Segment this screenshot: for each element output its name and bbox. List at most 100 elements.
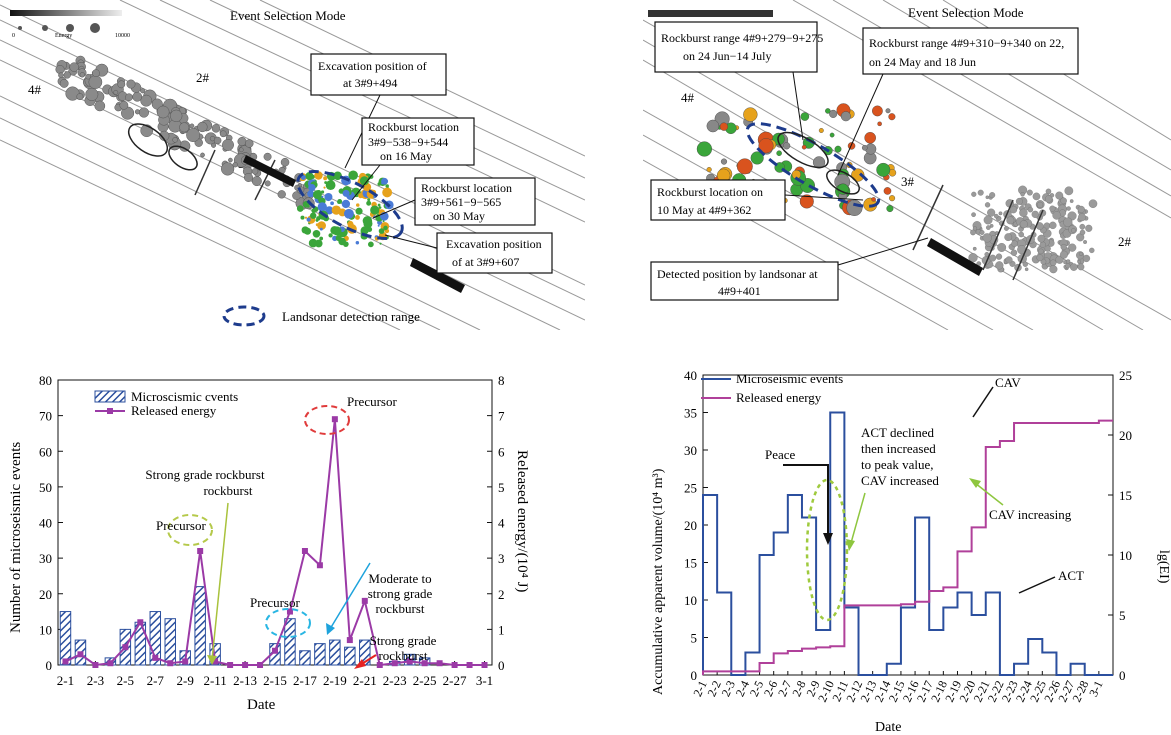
landsonar-legend: Landsonar detection range [222,305,420,327]
event-dot [355,215,360,220]
energy-line [62,416,488,668]
event-dot [314,171,323,180]
legend-cav-label: Released energy [736,390,822,405]
event-bar [149,611,162,666]
event-dot [211,124,221,133]
event-dot [1065,263,1071,269]
excavation-arrow [243,155,296,187]
tunnel-lines [0,0,585,330]
y-right-tick-label: 2 [498,587,505,602]
y-tick-label: 70 [39,409,52,424]
event-dot [1026,189,1033,196]
svg-text:on 30 May: on 30 May [433,209,485,223]
event-dot [1079,229,1086,236]
y-tick-label: 80 [39,373,52,388]
event-dot [85,87,99,101]
event-dot [375,210,379,214]
event-cluster-outline [127,123,169,157]
event-dot [228,157,233,163]
event-dot [1015,197,1023,205]
callout-landsonar-401: Detected position by landsonar at 4#9+40… [650,237,929,301]
event-bar [164,618,176,666]
y-tick-label: 35 [684,406,697,421]
event-dot [132,91,143,102]
event-dot [1055,191,1064,200]
y-right-tick-label: 7 [498,409,505,424]
event-dot [1038,248,1044,255]
annotations: CAV Peace ACT declined then increased to… [765,375,1084,622]
event-dot [179,122,190,133]
event-dot [888,113,896,121]
event-dot [306,217,311,222]
tunnel-3d-panel-left: Energy 0 10000 Event Selection Mode 4# 2… [0,0,585,330]
x-tick-label: 2-15 [263,673,287,688]
rockburst-outline [826,169,860,195]
callout-rockburst-30may: Rockburst location 3#9+561−9−565 on 30 M… [372,177,536,226]
y-right-tick-label: 25 [1119,368,1132,383]
x-tick-label: 3-1 [1086,678,1105,698]
svg-text:at 3#9+494: at 3#9+494 [343,76,397,90]
x-tick-label: 2-17 [293,673,317,688]
event-dot [338,188,345,194]
y-right-tick-label: 0 [498,658,505,673]
event-dot [305,172,314,181]
energy-point [62,658,69,665]
event-dot [119,100,129,110]
event-dot [305,181,309,184]
x-tick-label: 2-3 [87,673,104,688]
event-dot [1049,221,1057,230]
event-dot [1019,220,1028,229]
svg-text:Excavation position: Excavation position [446,237,542,251]
tunnel-section-line [912,184,944,251]
callout-rockburst-range-may: Rockburst range 4#9+310−9+340 on 22, on … [837,27,1079,176]
event-dot [382,187,393,198]
event-dot [1055,255,1064,264]
event-dot [1088,199,1098,208]
event-dot [280,157,290,167]
svg-text:then increased: then increased [861,441,936,456]
y-tick-label: 0 [46,658,53,673]
energy-point [227,662,234,668]
energy-point [286,608,293,615]
event-dot [325,206,334,215]
event-dot [989,192,996,199]
event-dot [317,221,326,230]
event-dot [977,189,984,196]
x-tick-label: 3-1 [476,673,493,688]
x-tick-label: 2-1 [690,678,709,698]
event-bar [299,650,311,666]
event-dot [1036,254,1044,262]
event-dot [1085,224,1093,232]
event-dot [1005,256,1013,264]
event-dot [303,227,312,235]
event-dot [861,144,868,151]
energy-legend-label: Energy [55,33,72,39]
apparent-volume-chart: 051015202530354005101520252-12-22-32-42-… [651,368,1171,735]
tunnel-3d-panel-right: Event Selection Mode 4# 3# 2# Rockburst … [643,0,1171,330]
landsonar-legend-label: Landsonar detection range [282,309,420,324]
event-dot [382,220,385,223]
event-dot [311,208,317,214]
energy-point [212,658,219,665]
event-dot [324,192,333,202]
event-dot [69,62,79,72]
x-tick-label: 2-4 [733,678,752,698]
event-dot [972,246,977,251]
energy-point [316,562,323,569]
callout-rockburst-range-jun: Rockburst range 4#9+279−9+275 on 24 Jun−… [654,21,823,141]
axes [702,374,1114,676]
event-dot [319,236,324,241]
event-dot [1045,188,1052,195]
y-tick-label: 50 [39,480,52,495]
callout-rockburst-10may: Rockburst location on 10 May at 4#9+362 [650,179,864,221]
x-tick-label: 2-9 [177,673,194,688]
event-dot [1071,228,1076,233]
event-dot [300,175,306,180]
svg-text:to peak value,: to peak value, [861,457,934,472]
event-dot [885,108,891,114]
plot-frame [57,379,493,666]
event-dot [319,227,323,231]
event-dot [348,170,358,181]
energy-scale-legend: Energy 0 10000 [10,10,130,39]
tunnel-label-2: 2# [196,70,210,85]
